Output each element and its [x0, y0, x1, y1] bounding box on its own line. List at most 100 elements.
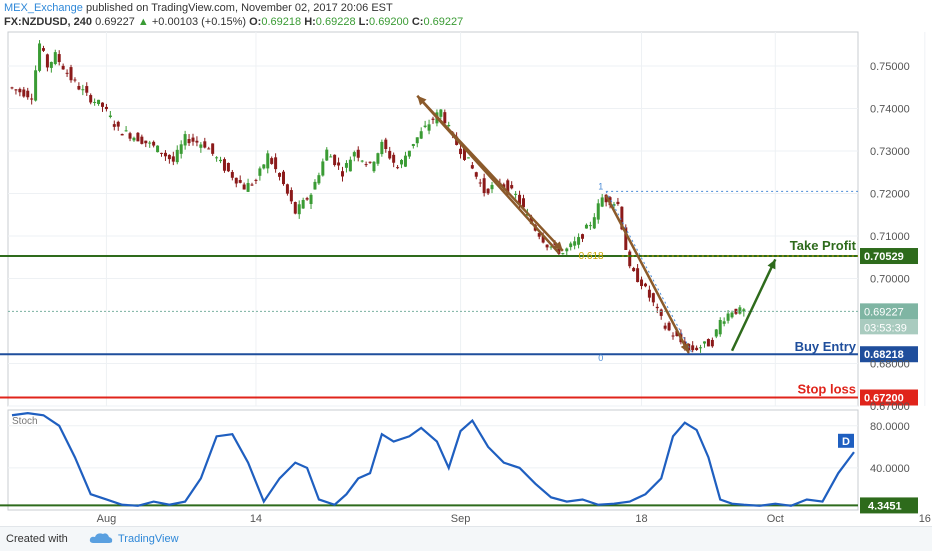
- candle-body: [128, 133, 132, 139]
- candle-body: [65, 72, 69, 74]
- candle-body: [219, 159, 223, 162]
- candle-body: [297, 204, 301, 215]
- candle-body: [289, 190, 293, 202]
- candle-body: [329, 156, 333, 158]
- candle-body: [352, 152, 356, 157]
- symbol-label[interactable]: FX:NZDUSD, 240: [4, 16, 93, 28]
- candle-body: [348, 159, 352, 172]
- candle-body: [85, 86, 89, 93]
- candle-body: [89, 95, 93, 103]
- candle-body: [266, 153, 270, 169]
- candle-body: [156, 145, 160, 153]
- candle-body: [392, 154, 396, 163]
- impulse-arrow-down-head: [553, 241, 563, 251]
- candle-body: [163, 152, 167, 157]
- candle-body: [77, 86, 81, 90]
- candle-body: [714, 329, 718, 337]
- candle-body: [246, 183, 250, 192]
- buy-entry-price: 0.68218: [864, 349, 904, 361]
- candle-body: [140, 136, 144, 144]
- candle-body: [215, 157, 219, 159]
- candle-body: [344, 163, 348, 168]
- candle-body: [581, 234, 585, 239]
- countdown-label: 03:53:39: [864, 322, 907, 334]
- candle-body: [313, 181, 317, 190]
- candle-body: [462, 147, 466, 160]
- stoch-level-label: 4.3451: [868, 500, 902, 512]
- candle-body: [577, 237, 581, 245]
- candle-body: [341, 171, 345, 177]
- tradingview-cloud-icon: [89, 533, 113, 543]
- candle-body: [100, 102, 104, 107]
- candle-body: [278, 172, 282, 177]
- candle-body: [112, 124, 116, 127]
- tradingview-brand[interactable]: TradingView: [118, 533, 179, 545]
- candle-body: [659, 309, 663, 316]
- candle-body: [443, 112, 447, 124]
- candle-body: [337, 162, 341, 166]
- y-tick-label: 0.67000: [870, 401, 910, 413]
- impulse-arrow-down: [420, 99, 564, 252]
- candle-body: [474, 172, 478, 177]
- high-value: 0.69228: [315, 16, 356, 28]
- stoch-y-tick: 40.0000: [870, 463, 910, 475]
- candle-body: [203, 141, 207, 148]
- x-tick-label: Sep: [451, 513, 471, 525]
- close-label: C:: [411, 16, 424, 28]
- candle-body: [305, 198, 309, 200]
- candle-body: [148, 142, 152, 144]
- stop-loss-tag: [860, 389, 918, 406]
- y-tick-label: 0.75000: [870, 61, 910, 73]
- price-levels: 0.70529 0.68218 0.67200 0.69227 03:53:39 1 0.6…: [0, 181, 918, 406]
- candle-body: [423, 125, 427, 127]
- candle-body: [368, 161, 372, 163]
- take-profit-text: Take Profit: [790, 238, 857, 253]
- candle-body: [541, 235, 545, 243]
- candle-body: [136, 132, 140, 142]
- y-tick-label: 0.71000: [870, 231, 910, 243]
- grid: [8, 32, 926, 407]
- candle-body: [647, 289, 651, 298]
- last-price: 0.69227: [95, 16, 135, 28]
- candle-body: [380, 141, 384, 155]
- stochastic: 4.3451 D: [0, 412, 918, 514]
- candle-body: [403, 155, 407, 167]
- candle-body: [270, 158, 274, 164]
- candles: [10, 40, 746, 355]
- candle-body: [18, 88, 22, 93]
- stoch-badge: [838, 433, 854, 448]
- candle-body: [730, 312, 734, 318]
- candle-body: [234, 177, 238, 184]
- candle-body: [14, 89, 18, 91]
- candle-body: [710, 339, 714, 347]
- author-link[interactable]: MEX_Exchange: [4, 2, 83, 14]
- time-axis: Aug14Sep18Oct16Nov14: [97, 513, 931, 525]
- candle-body: [702, 341, 706, 344]
- candle-body: [388, 150, 392, 159]
- candle-body: [364, 164, 368, 166]
- candle-body: [596, 203, 600, 220]
- y-tick-label: 0.70000: [870, 274, 910, 286]
- candle-body: [93, 101, 97, 103]
- footer: Created with TradingView: [0, 526, 932, 551]
- stoch-title: Stoch: [12, 416, 38, 427]
- candle-body: [695, 347, 699, 351]
- stoch-level-tag: [860, 497, 918, 514]
- candle-body: [411, 144, 415, 147]
- high-label: H:: [304, 16, 316, 28]
- candle-body: [45, 54, 49, 68]
- candle-body: [325, 149, 329, 161]
- open-label: O:: [249, 16, 262, 28]
- candle-body: [470, 165, 474, 169]
- x-tick-label: Oct: [767, 513, 784, 525]
- candle-body: [675, 330, 679, 336]
- candle-body: [419, 131, 423, 139]
- stoch-y-tick: 80.0000: [870, 421, 910, 433]
- main-chart-bg: [7, 31, 859, 407]
- candle-body: [565, 248, 569, 252]
- candle-body: [490, 184, 494, 190]
- candle-body: [549, 246, 553, 248]
- candle-body: [179, 144, 183, 154]
- last-price-label: 0.69227: [864, 306, 904, 318]
- candle-body: [250, 184, 254, 186]
